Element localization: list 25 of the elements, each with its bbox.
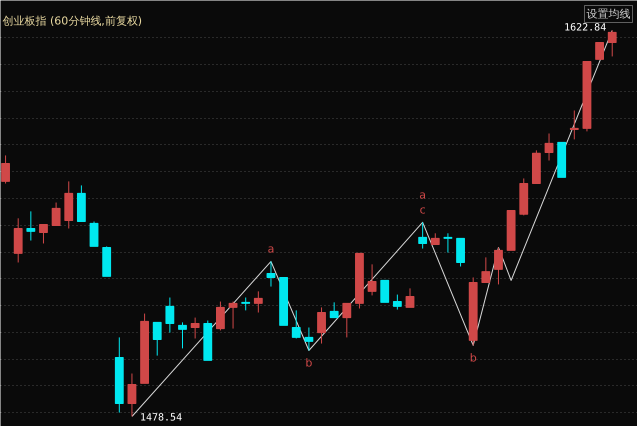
candlestick <box>418 222 428 250</box>
candlestick <box>544 132 554 162</box>
candlestick <box>317 306 326 344</box>
candlestick <box>468 276 478 346</box>
annotation: a <box>419 188 426 202</box>
candlestick <box>26 210 36 242</box>
candlestick <box>14 218 23 263</box>
annotation: a <box>268 242 274 256</box>
annotation: b <box>470 351 477 364</box>
annotation: 1478.54 <box>140 412 182 424</box>
candlestick <box>190 317 200 339</box>
candlestick <box>266 260 276 288</box>
candlestick <box>570 110 579 140</box>
text: 创业板指 (60分钟线,前复权) <box>2 14 142 28</box>
annotation: c <box>420 203 426 216</box>
candlestick <box>254 290 263 314</box>
candlestick <box>114 336 124 414</box>
annotation: b <box>305 356 312 370</box>
candlestick <box>64 180 74 229</box>
candlestick <box>165 297 174 334</box>
candlestick <box>241 297 250 311</box>
annotation: 1622.84 <box>564 22 606 34</box>
annotation: 设置均线 <box>586 8 630 20</box>
candlestick <box>304 326 314 352</box>
candlestick <box>128 373 136 417</box>
